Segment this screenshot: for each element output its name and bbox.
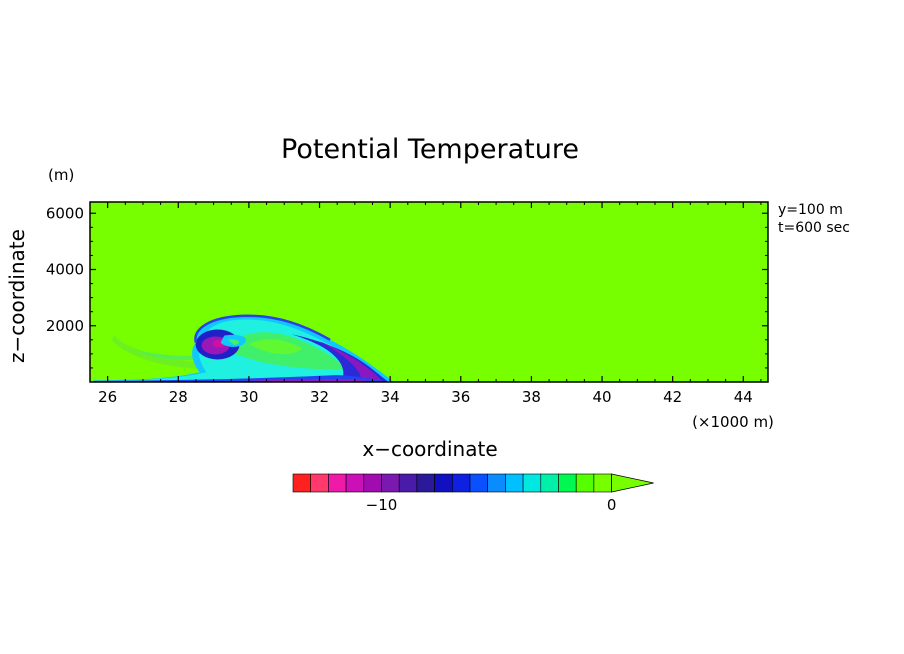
colorbar-swatch — [381, 473, 400, 493]
x-tick-label: 38 — [522, 388, 541, 406]
colorbar-swatch — [522, 473, 542, 493]
colorbar: −10 0 — [292, 473, 654, 514]
colorbar-extend-arrow — [611, 473, 654, 493]
colorbar-swatch — [487, 473, 506, 493]
colorbar-swatch — [363, 473, 382, 493]
colorbar-swatch — [292, 473, 312, 493]
plume-wisp-inner — [135, 349, 207, 360]
x-tick-label: 40 — [592, 388, 611, 406]
colorbar-tick-label: 0 — [607, 496, 617, 514]
y-axis-label: z−coordinate — [5, 229, 29, 363]
plume-wisp — [111, 335, 207, 370]
x-unit-label: (×1000 m) — [692, 413, 774, 431]
heatmap-field — [93, 314, 394, 382]
x-tick-label: 34 — [381, 388, 400, 406]
x-tick-label: 26 — [98, 388, 117, 406]
x-axis-label: x−coordinate — [362, 437, 497, 461]
rotor-swirl-inner — [227, 339, 240, 346]
colorbar-swatch — [540, 473, 559, 493]
colorbar-swatch — [398, 473, 418, 493]
colorbar-swatch — [345, 473, 365, 493]
plot-frame — [89, 201, 769, 383]
x-ticks: 26 28 30 32 34 36 38 40 42 44 — [98, 202, 762, 406]
y-unit-label: (m) — [48, 166, 74, 184]
heatmap-background — [90, 202, 768, 382]
colorbar-swatch — [416, 473, 435, 493]
front-purple-band — [319, 341, 384, 382]
colorbar-swatch — [310, 473, 329, 493]
colorbar-swatch — [451, 473, 471, 493]
x-tick-label: 32 — [310, 388, 329, 406]
annotation-t: t=600 sec — [778, 220, 850, 236]
colorbar-swatch — [328, 473, 347, 493]
y-tick-label: 2000 — [46, 317, 84, 335]
plot-area: 26 28 30 32 34 36 38 40 42 44 2000 4000 6000 — [46, 201, 769, 406]
colorbar-swatch — [575, 473, 595, 493]
x-tick-label: 42 — [663, 388, 682, 406]
x-tick-label: 28 — [169, 388, 188, 406]
chart-title: Potential Temperature — [281, 134, 579, 165]
y-tick-label: 6000 — [46, 204, 84, 222]
y-tick-label: 4000 — [46, 261, 84, 279]
annotation-y: y=100 m — [778, 202, 843, 218]
colorbar-swatch — [593, 473, 612, 493]
mixed-core — [248, 339, 302, 355]
x-tick-label: 44 — [734, 388, 753, 406]
colorbar-tick-label: −10 — [366, 496, 398, 514]
head-outline — [194, 314, 331, 343]
colorbar-swatch — [505, 473, 524, 493]
colorbar-swatch — [558, 473, 577, 493]
colorbar-swatch — [434, 473, 453, 493]
x-tick-label: 36 — [451, 388, 470, 406]
x-tick-label: 30 — [239, 388, 258, 406]
colorbar-swatch — [469, 473, 489, 493]
y-ticks: 2000 4000 6000 — [46, 204, 768, 369]
